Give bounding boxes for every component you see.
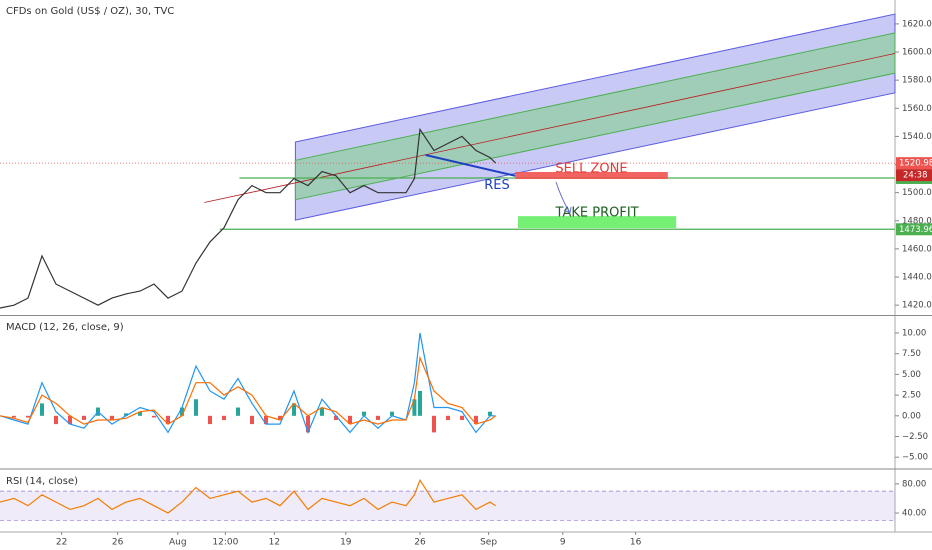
histogram-bar xyxy=(277,415,282,420)
x-tick-label: 12:00 xyxy=(212,538,238,548)
x-tick-label: 12 xyxy=(269,538,280,548)
zone-label: SELL ZONE xyxy=(555,161,627,176)
x-tick-label: 9 xyxy=(560,538,566,548)
y-tick-label: 10.00 xyxy=(902,328,926,338)
histogram-bar xyxy=(389,411,394,416)
histogram-bar xyxy=(137,411,142,416)
x-tick-label: 22 xyxy=(56,538,67,548)
y-tick-label: −5.00 xyxy=(902,453,928,463)
y-tick-label: 1420.00 xyxy=(902,301,932,311)
y-tick-label: 80.00 xyxy=(902,479,926,489)
histogram-bar xyxy=(109,415,114,420)
rsi-band xyxy=(0,491,895,521)
histogram-bar xyxy=(11,415,16,418)
median-line xyxy=(204,53,896,203)
hline-tag-bg xyxy=(896,223,932,236)
histogram-bar xyxy=(361,411,366,416)
histogram-bar xyxy=(25,415,30,418)
hline-tag: 1473.96 xyxy=(899,225,932,235)
histogram-bar xyxy=(165,415,170,425)
histogram-bar xyxy=(39,403,44,416)
macd-title: MACD (12, 26, close, 9) xyxy=(6,322,124,333)
y-tick-label: 7.50 xyxy=(902,349,921,359)
histogram-bar xyxy=(347,415,352,425)
y-tick-label: 40.00 xyxy=(902,509,926,519)
y-tick-label: −2.50 xyxy=(902,432,928,442)
histogram-bar xyxy=(235,407,240,416)
res-label: RES xyxy=(484,178,510,193)
y-tick-label: 1600.00 xyxy=(902,48,932,58)
y-tick-label: 1540.00 xyxy=(902,132,932,142)
histogram-bar xyxy=(207,415,212,425)
series-line xyxy=(0,332,496,435)
x-tick-label: 19 xyxy=(340,538,352,548)
panel: 1420.00 1440.00 1460.00 1480.00 1500.00 1520.… xyxy=(0,13,932,311)
histogram-bar xyxy=(375,415,380,420)
histogram-bar xyxy=(151,415,156,418)
zone-label: TAKE PROFIT xyxy=(555,206,639,221)
histogram-bar xyxy=(123,413,128,416)
x-tick-label: 26 xyxy=(112,538,124,548)
histogram-bar xyxy=(263,415,268,425)
series-line xyxy=(0,355,496,425)
histogram-bar xyxy=(459,415,464,420)
histogram-bar xyxy=(487,411,492,416)
rsi-title: RSI (14, close) xyxy=(6,476,78,487)
histogram-bar xyxy=(53,415,58,425)
histogram-bar xyxy=(221,415,226,420)
last-price-tag: 1520.98 xyxy=(899,159,932,169)
y-tick-label: 1500.00 xyxy=(902,188,932,198)
zone xyxy=(515,171,668,180)
histogram-bar xyxy=(473,415,478,425)
x-tick-label: 26 xyxy=(414,538,426,548)
x-tick-label: 16 xyxy=(630,538,642,548)
x-tick-label: Sep xyxy=(480,538,497,548)
histogram-bar xyxy=(291,403,296,416)
histogram-bar xyxy=(417,390,422,416)
y-tick-label: 0.00 xyxy=(902,411,921,421)
channel xyxy=(294,32,896,201)
histogram-bar xyxy=(445,415,450,420)
histogram-bar xyxy=(412,399,417,416)
countdown: 24:38 xyxy=(903,171,928,181)
chart-title: CFDs on Gold (US$ / OZ), 30, TVC xyxy=(6,6,174,17)
histogram-bar xyxy=(179,407,184,416)
last-price-tag-bg xyxy=(896,157,932,170)
countdown-bg xyxy=(896,169,932,182)
series-line xyxy=(0,478,496,514)
y-tick-label: 1560.00 xyxy=(902,104,932,114)
histogram-bar xyxy=(249,415,254,425)
y-tick-label: 1580.00 xyxy=(902,76,932,86)
histogram-bar xyxy=(81,415,86,420)
y-tick-label: 1480.00 xyxy=(902,216,932,226)
zone xyxy=(517,216,677,229)
histogram-bar xyxy=(431,415,436,433)
histogram-bar xyxy=(319,407,324,416)
panel: 80.00 40.00 22 26 Aug 12:00 12 19 26 Sep 9 16 xyxy=(0,478,926,548)
histogram-bar xyxy=(193,399,198,416)
y-tick-label: 5.00 xyxy=(902,370,921,380)
x-tick-label: Aug xyxy=(169,538,187,548)
y-tick-label: 1440.00 xyxy=(902,273,932,283)
panel: 10.00 7.50 5.00 2.50 0.00 −2.50 −5.00 xyxy=(0,328,928,463)
y-tick-label: 1460.00 xyxy=(902,244,932,254)
arrow xyxy=(555,181,572,214)
res-line xyxy=(425,153,516,177)
histogram-bar xyxy=(305,415,310,433)
series-line xyxy=(0,127,497,309)
y-tick-label: 2.50 xyxy=(902,391,921,401)
y-tick-label: 1620.00 xyxy=(902,19,932,29)
histogram-bar xyxy=(333,415,338,420)
histogram-bar xyxy=(67,415,72,425)
